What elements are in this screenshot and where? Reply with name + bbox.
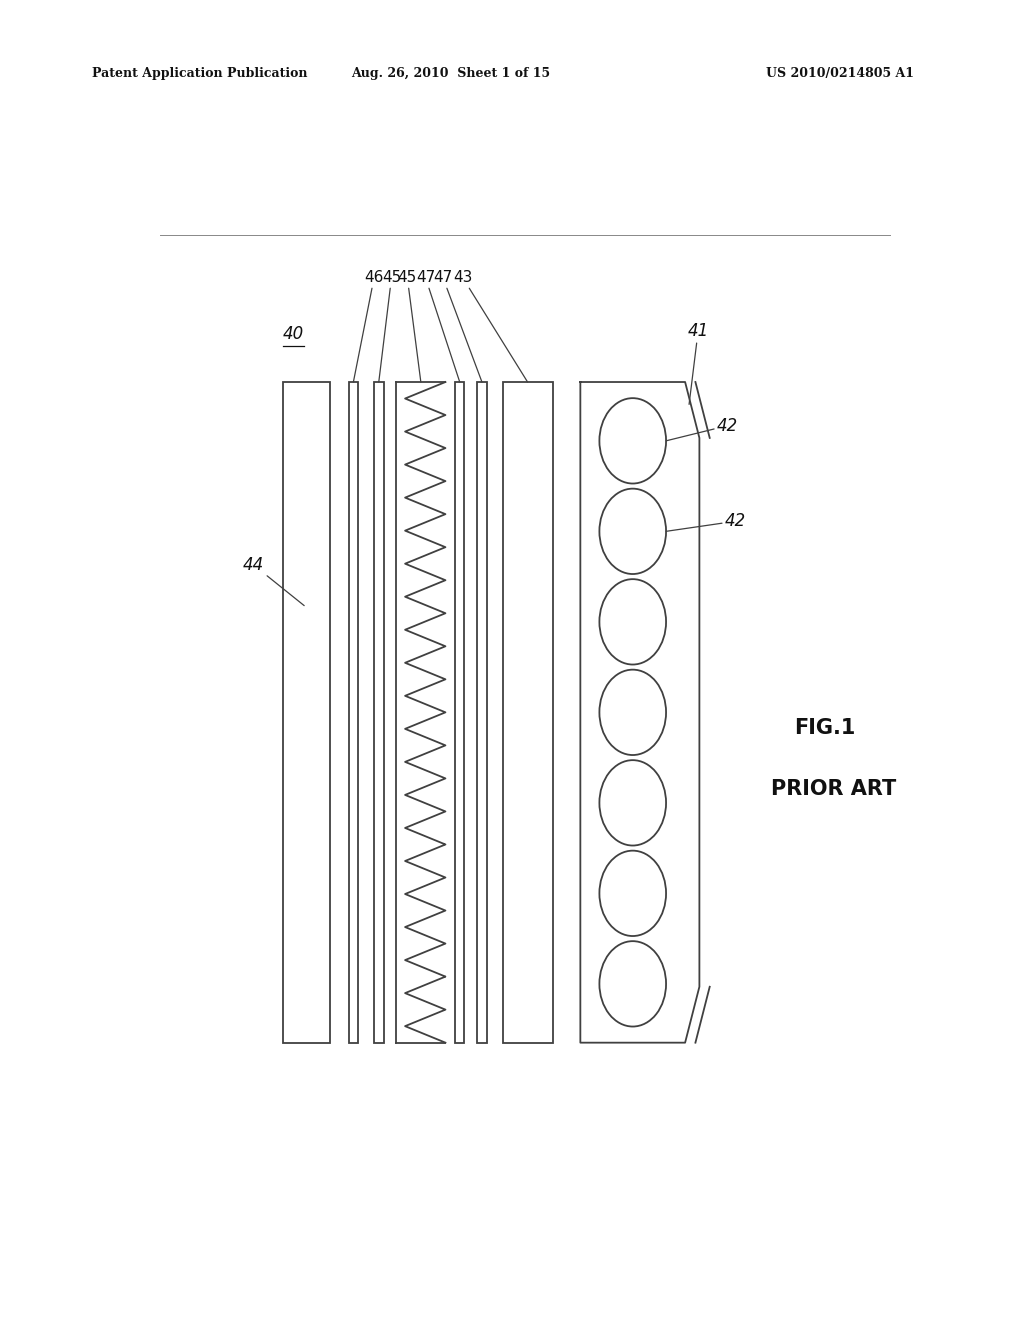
Bar (503, 381, 553, 1043)
Text: 42: 42 (666, 512, 746, 532)
Bar (455, 381, 465, 1043)
Text: 43: 43 (454, 271, 527, 381)
Text: 40: 40 (283, 326, 304, 343)
Bar (348, 381, 358, 1043)
Text: PRIOR ART: PRIOR ART (771, 779, 896, 799)
Bar (283, 381, 331, 1043)
Text: 47: 47 (416, 271, 460, 381)
Text: 41: 41 (687, 322, 709, 404)
Text: 42: 42 (666, 417, 738, 441)
Text: 46: 46 (353, 271, 384, 381)
Text: Aug. 26, 2010  Sheet 1 of 15: Aug. 26, 2010 Sheet 1 of 15 (351, 67, 550, 81)
Bar (374, 381, 384, 1043)
Text: Patent Application Publication: Patent Application Publication (92, 67, 307, 81)
Text: 45: 45 (379, 271, 401, 381)
Text: 44: 44 (243, 556, 304, 606)
Bar (477, 381, 486, 1043)
Text: FIG.1: FIG.1 (795, 718, 856, 738)
Text: US 2010/0214805 A1: US 2010/0214805 A1 (766, 67, 913, 81)
Text: 47: 47 (433, 271, 482, 381)
Text: 45: 45 (397, 271, 421, 381)
